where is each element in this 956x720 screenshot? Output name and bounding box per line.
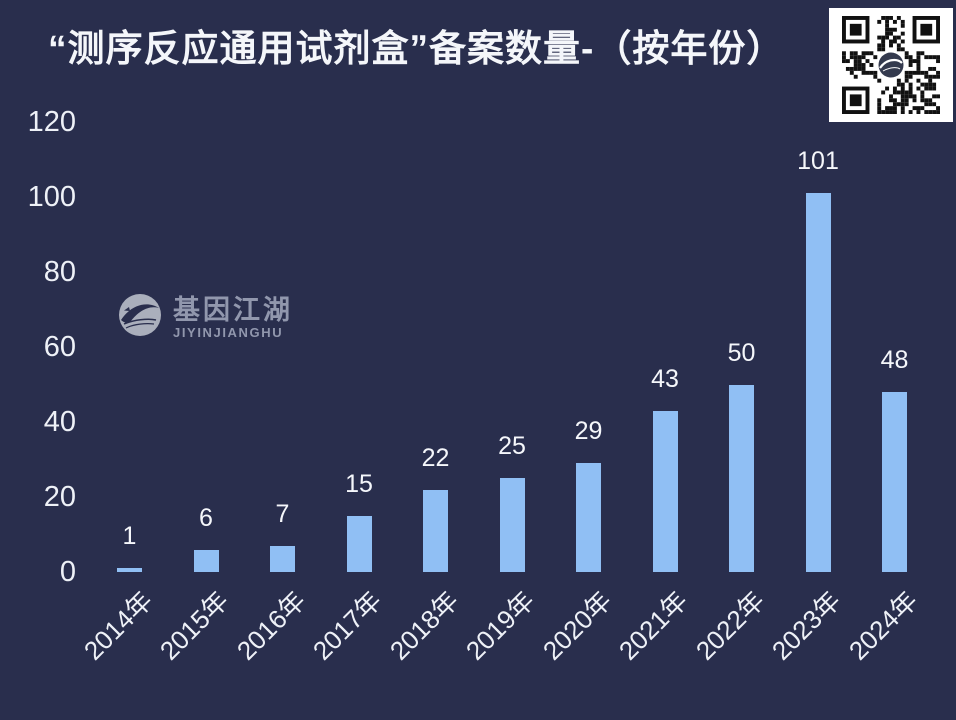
bar-value-label: 50	[727, 338, 756, 367]
x-axis-tick-label: 2019年	[460, 585, 541, 666]
bar-value-label: 15	[345, 469, 373, 498]
x-axis-tick-label: 2014年	[77, 585, 159, 666]
x-axis-tick-label: 2018年	[383, 585, 465, 666]
bar-value-label: 25	[498, 432, 526, 461]
bar-2024年	[882, 392, 907, 572]
watermark-subtitle: JIYINJIANGHU	[173, 324, 284, 340]
y-axis-tick-label: 60	[43, 331, 76, 363]
bar-value-label: 29	[574, 417, 603, 446]
bar-value-label: 1	[122, 522, 137, 551]
y-axis-tick-label: 100	[27, 181, 76, 213]
x-axis-tick-label: 2016年	[230, 585, 312, 666]
bar-value-label: 22	[421, 443, 450, 472]
chart-title: “测序反应通用试剂盒”备案数量-（按年份）	[48, 28, 785, 69]
watermark-logo-icon	[118, 293, 162, 342]
bar-value-label: 101	[797, 147, 839, 176]
x-axis-tick-label: 2021年	[613, 585, 694, 666]
x-axis-tick-label: 2020年	[536, 585, 618, 666]
qr-code-image	[842, 16, 940, 114]
bar-2016年	[270, 545, 295, 572]
bar-value-label: 6	[199, 503, 213, 532]
bar-2015年	[193, 549, 219, 572]
bar-2019年	[499, 478, 525, 572]
bar-2017年	[346, 515, 372, 572]
watermark: 基因江湖 JIYINJIANGHU	[118, 293, 293, 342]
bar-2014年	[117, 568, 142, 572]
x-axis-tick-label: 2023年	[766, 585, 847, 666]
bar-value-label: 48	[880, 346, 909, 374]
bar-2020年	[576, 463, 601, 572]
y-axis-tick-label: 40	[43, 406, 76, 438]
bar-2018年	[423, 489, 448, 572]
bar-2021年	[652, 410, 678, 572]
x-axis-tick-label: 2017年	[307, 585, 388, 666]
watermark-name: 基因江湖	[173, 294, 293, 325]
x-axis-tick-label: 2015年	[154, 585, 235, 666]
bar-value-label: 7	[275, 499, 290, 528]
bar-2022年	[729, 384, 754, 572]
y-axis-tick-label: 80	[43, 256, 76, 288]
y-axis-tick-label: 0	[59, 556, 76, 588]
bar-value-label: 43	[651, 364, 679, 393]
y-axis-tick-label: 20	[43, 481, 76, 513]
x-axis-tick-label: 2022年	[689, 585, 771, 666]
y-axis-tick-label: 120	[27, 106, 76, 138]
x-axis-tick-label: 2024年	[842, 585, 924, 666]
qr-code	[829, 8, 953, 122]
bar-2023年	[805, 193, 831, 572]
